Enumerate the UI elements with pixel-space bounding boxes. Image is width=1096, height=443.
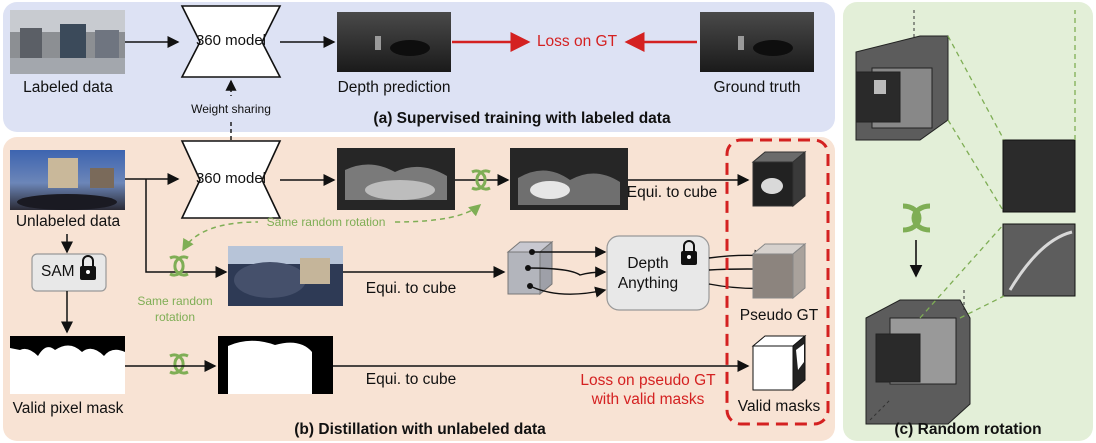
model-block-a bbox=[180, 5, 282, 78]
rotation-cube-top bbox=[855, 35, 949, 141]
same-random-rotation-label-1: Same random rotation bbox=[266, 215, 386, 229]
rotation-icon-3 bbox=[169, 353, 189, 375]
ground-truth-label: Ground truth bbox=[713, 79, 801, 96]
loss-pseudo-gt-label-1: Loss on pseudo GT bbox=[580, 372, 716, 389]
model-label-b: 360 model bbox=[195, 170, 267, 187]
unlabeled-data-label: Unlabeled data bbox=[15, 213, 121, 230]
output-group-box bbox=[725, 138, 830, 426]
equi-to-cube-label-1: Equi. to cube bbox=[626, 184, 718, 201]
same-random-rotation-label-2b: rotation bbox=[154, 310, 196, 324]
rotated-rgb-image bbox=[228, 246, 343, 306]
student-prediction-image bbox=[337, 148, 455, 210]
pseudo-gt-label: Pseudo GT bbox=[739, 307, 819, 324]
rotation-icon-1 bbox=[471, 169, 491, 191]
valid-masks-label: Valid masks bbox=[737, 398, 821, 415]
sam-box bbox=[31, 253, 107, 292]
panel-b-caption: (b) Distillation with unlabeled data bbox=[294, 421, 546, 438]
rotated-mask-image bbox=[218, 336, 333, 394]
model-block-b bbox=[180, 140, 282, 219]
pseudo-gt-cube bbox=[751, 242, 807, 300]
weight-sharing-label: Weight sharing bbox=[191, 102, 271, 116]
depth-prediction-image bbox=[337, 12, 451, 72]
rotation-icon-2 bbox=[169, 255, 189, 277]
equi-to-cube-label-2: Equi. to cube bbox=[365, 280, 457, 297]
lock-icon-depth-anything bbox=[681, 240, 697, 265]
model-label-a: 360 model bbox=[195, 32, 267, 49]
lock-icon-sam bbox=[80, 255, 96, 280]
unlabeled-data-image bbox=[10, 150, 125, 210]
rotation-cube-bottom bbox=[865, 299, 971, 425]
valid-pixel-mask-label: Valid pixel mask bbox=[12, 400, 124, 417]
labeled-data-image bbox=[10, 10, 125, 74]
rotation-icon-panel-c bbox=[902, 203, 931, 233]
ground-truth-image bbox=[700, 12, 814, 72]
labeled-data-label: Labeled data bbox=[23, 79, 113, 96]
equi-to-cube-label-3: Equi. to cube bbox=[365, 371, 457, 388]
valid-pixel-mask-image bbox=[10, 336, 125, 394]
same-random-rotation-label-2a: Same random bbox=[137, 294, 213, 308]
rotated-prediction-image bbox=[510, 148, 628, 210]
depth-cube bbox=[751, 150, 807, 208]
panel-a-caption: (a) Supervised training with labeled dat… bbox=[373, 110, 671, 127]
depth-prediction-label: Depth prediction bbox=[337, 79, 451, 96]
depth-anything-label-2: Anything bbox=[617, 275, 679, 292]
depth-anything-label-1: Depth bbox=[627, 255, 669, 272]
loss-on-gt-label: Loss on GT bbox=[536, 33, 618, 50]
rgb-cube bbox=[506, 240, 554, 296]
valid-mask-cube bbox=[751, 334, 807, 392]
loss-pseudo-gt-label-2: with valid masks bbox=[591, 391, 705, 408]
zoomed-face-dark bbox=[1002, 139, 1076, 213]
sam-label: SAM bbox=[41, 263, 75, 280]
panel-c-caption: (c) Random rotation bbox=[894, 421, 1042, 438]
